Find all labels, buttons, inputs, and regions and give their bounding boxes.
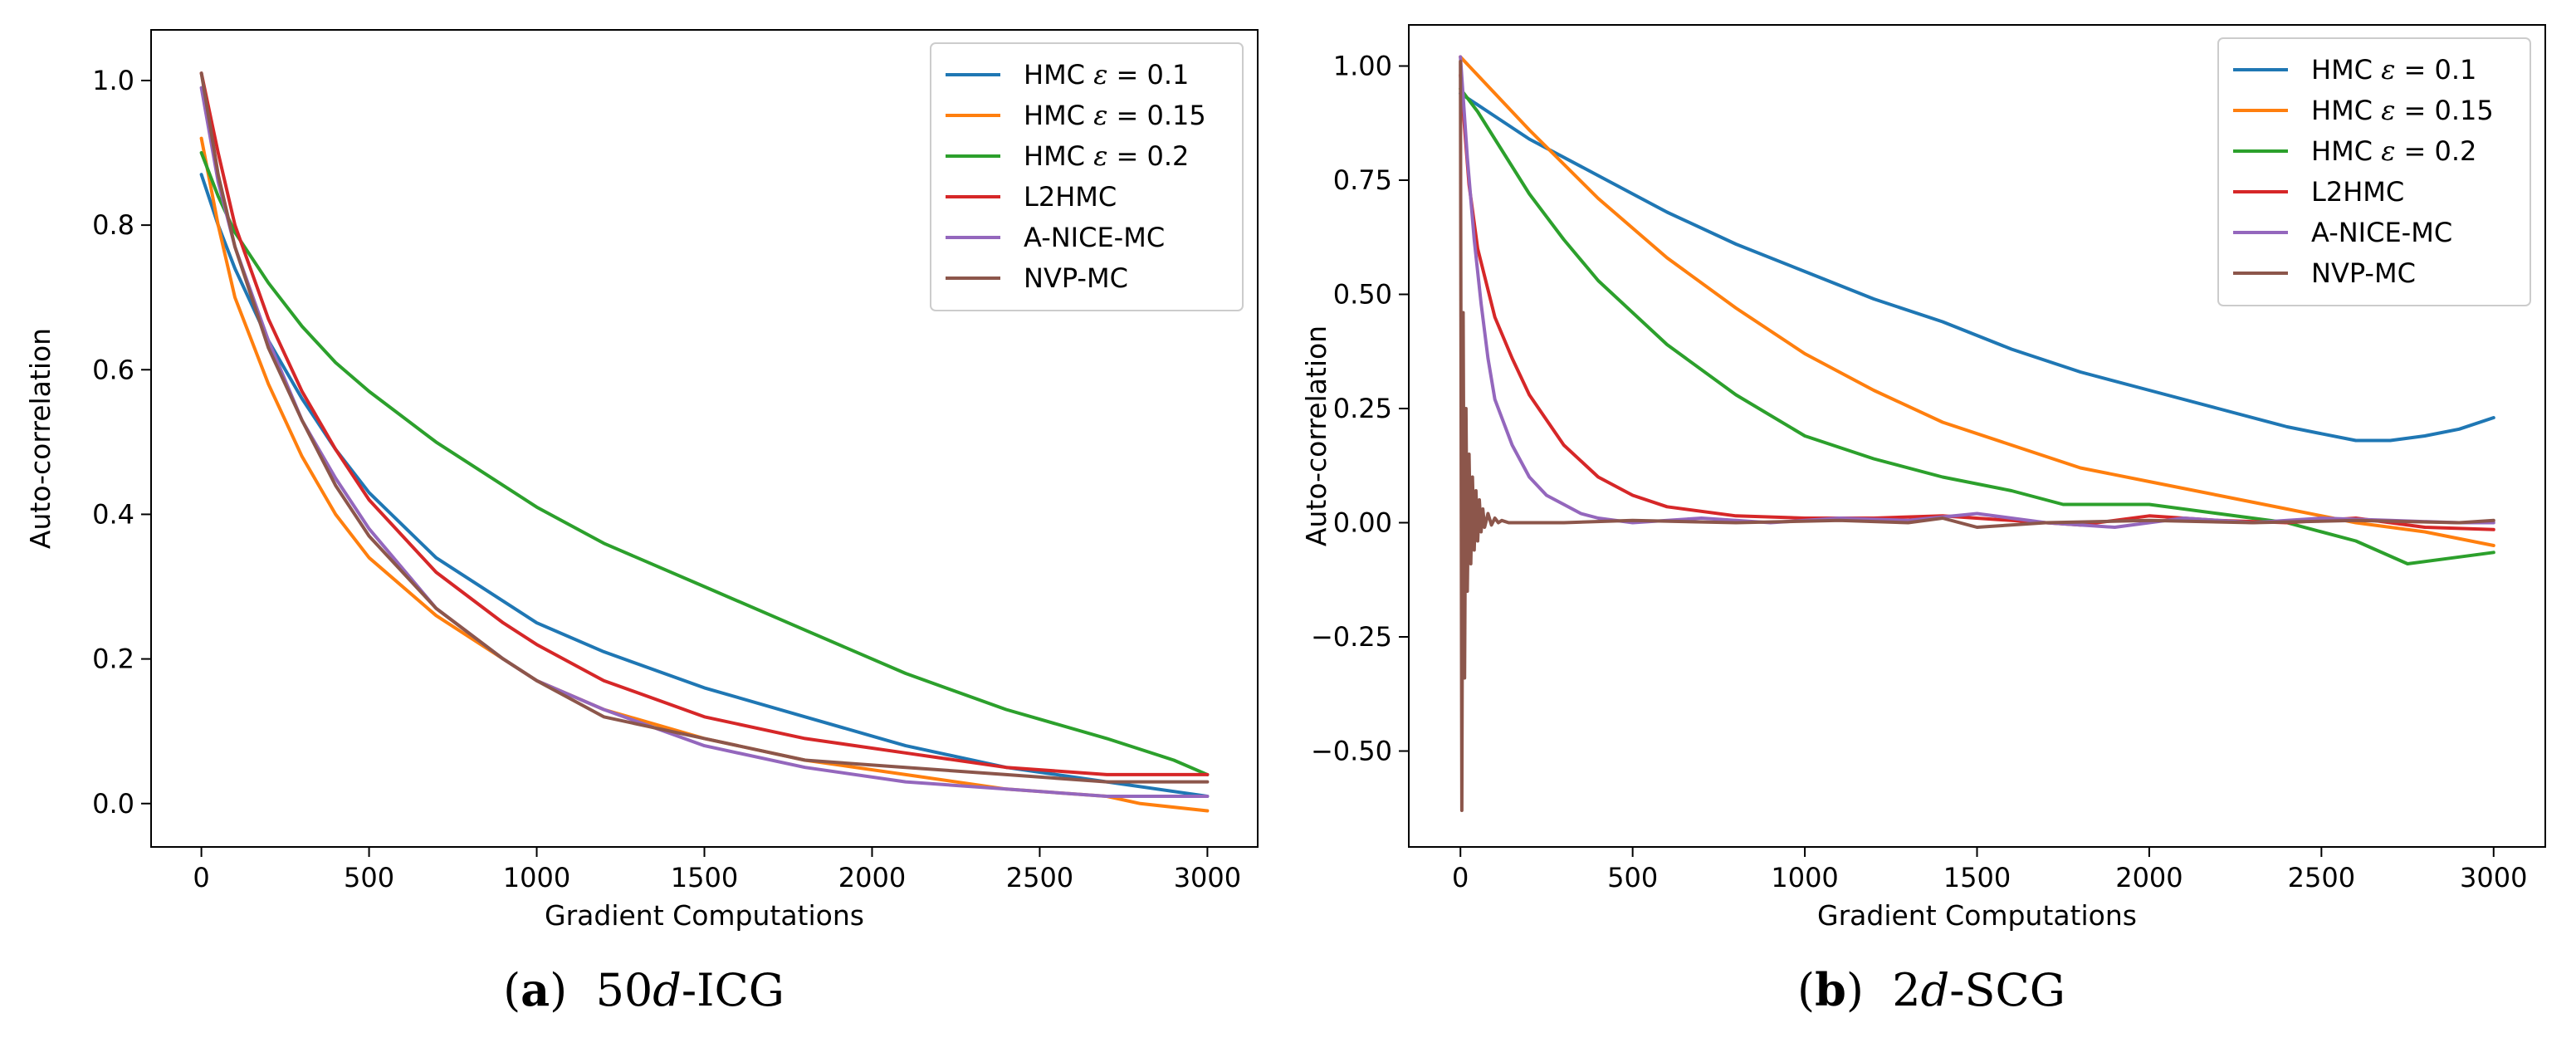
panel-a: 0 500 1000 1500 2000 2500 3000 0.0 0.2 0.4 0.6 0.8 1…: [24, 29, 1259, 1016]
x-tick-label-b-1: 500: [1607, 862, 1658, 893]
panel-b: 0 500 1000 1500 2000 2500 3000 −0.50 −0.25 0.00 0.…: [1288, 0, 2575, 1062]
x-axis-label-a: Gradient Computations: [545, 899, 864, 932]
legend-label-b-1: HMC ε = 0.15: [2311, 95, 2494, 126]
legend-label-b-4: A-NICE-MC: [2311, 217, 2452, 248]
legend-label-a-5: NVP-MC: [1024, 262, 1128, 294]
y-tick-label-b-1: −0.25: [1311, 621, 1392, 653]
caption-b-letter: b: [1815, 963, 1846, 1016]
legend-b: HMC ε = 0.1 HMC ε = 0.15 HMC ε = 0.2 L2HMC A…: [2217, 37, 2531, 306]
series-line-a-5: [199, 71, 1210, 784]
caption-b-prefix: 2: [1892, 964, 1921, 1016]
caption-a: (a) 50d-ICG: [503, 963, 785, 1016]
series-line-b-0: [1459, 91, 2495, 443]
x-tick-label-a-5: 2500: [1006, 862, 1073, 893]
legend-label-a-3: L2HMC: [1024, 181, 1117, 213]
legend-label-b-5: NVP-MC: [2311, 257, 2416, 289]
x-tick-label-b-0: 0: [1452, 862, 1469, 893]
chart-b: 0 500 1000 1500 2000 2500 3000 −0.50 −0.25 0.00 0.…: [1300, 24, 2546, 932]
series-line-b-2: [1459, 87, 2495, 565]
y-tick-label-a-3: 0.6: [92, 354, 134, 385]
x-tick-label-b-3: 1500: [1943, 862, 2011, 893]
series-line-b-1: [1459, 55, 2495, 547]
legend-label-b-0: HMC ε = 0.1: [2311, 54, 2476, 86]
caption-a-suffix: -ICG: [681, 964, 785, 1016]
y-tick-label-a-4: 0.8: [92, 209, 134, 241]
caption-b: (b) 2d-SCG: [1797, 963, 2065, 1016]
x-tick-label-a-6: 3000: [1174, 862, 1241, 893]
caption-a-italic: d: [653, 964, 682, 1016]
series-group-a: [199, 71, 1210, 813]
y-tick-label-b-4: 0.50: [1333, 279, 1392, 311]
x-tick-label-a-3: 1500: [671, 862, 738, 893]
y-tick-label-b-2: 0.00: [1333, 507, 1392, 539]
caption-b-suffix: -SCG: [1949, 964, 2065, 1016]
x-tick-label-b-2: 1000: [1771, 862, 1838, 893]
y-tick-label-b-6: 1.00: [1333, 51, 1392, 82]
y-tick-label-a-1: 0.2: [92, 644, 134, 675]
legend-label-a-4: A-NICE-MC: [1024, 222, 1165, 253]
y-tick-label-a-5: 1.0: [92, 65, 134, 96]
x-tick-label-a-1: 500: [344, 862, 394, 893]
y-tick-label-b-0: −0.50: [1311, 736, 1392, 767]
caption-b-italic: d: [1920, 964, 1950, 1016]
x-tick-label-b-4: 2000: [2115, 862, 2183, 893]
x-axis-label-b: Gradient Computations: [1817, 899, 2137, 932]
x-tick-label-a-0: 0: [193, 862, 209, 893]
legend-label-a-2: HMC ε = 0.2: [1024, 140, 1189, 172]
legend-frame-b: [2217, 37, 2531, 306]
y-tick-label-b-5: 0.75: [1333, 164, 1392, 196]
x-tick-label-b-5: 2500: [2288, 862, 2355, 893]
y-tick-label-a-2: 0.4: [92, 498, 134, 530]
x-tick-label-a-2: 1000: [503, 862, 570, 893]
legend-label-b-3: L2HMC: [2311, 176, 2404, 208]
y-axis-label-b: Auto-correlation: [1300, 325, 1332, 546]
x-tick-label-b-6: 3000: [2460, 862, 2527, 893]
legend-label-a-0: HMC ε = 0.1: [1024, 59, 1189, 91]
caption-a-prefix: 50: [595, 964, 653, 1016]
series-line-b-5: [1459, 60, 2495, 812]
chart-a: 0 500 1000 1500 2000 2500 3000 0.0 0.2 0.4 0.6 0.8 1…: [24, 29, 1259, 932]
series-line-a-2: [199, 151, 1210, 776]
caption-a-letter: a: [521, 963, 550, 1016]
series-group-b: [1459, 55, 2495, 812]
y-tick-label-b-3: 0.25: [1333, 393, 1392, 424]
legend-label-b-2: HMC ε = 0.2: [2311, 135, 2476, 167]
legend-a: HMC ε = 0.1 HMC ε = 0.15 HMC ε = 0.2 L2HMC A…: [930, 42, 1244, 311]
legend-frame-a: [930, 42, 1244, 311]
y-tick-label-a-0: 0.0: [92, 788, 134, 820]
series-line-a-3: [199, 71, 1210, 776]
legend-label-a-1: HMC ε = 0.15: [1024, 100, 1206, 131]
y-axis-label-a: Auto-correlation: [24, 328, 56, 549]
x-tick-label-a-4: 2000: [838, 862, 906, 893]
